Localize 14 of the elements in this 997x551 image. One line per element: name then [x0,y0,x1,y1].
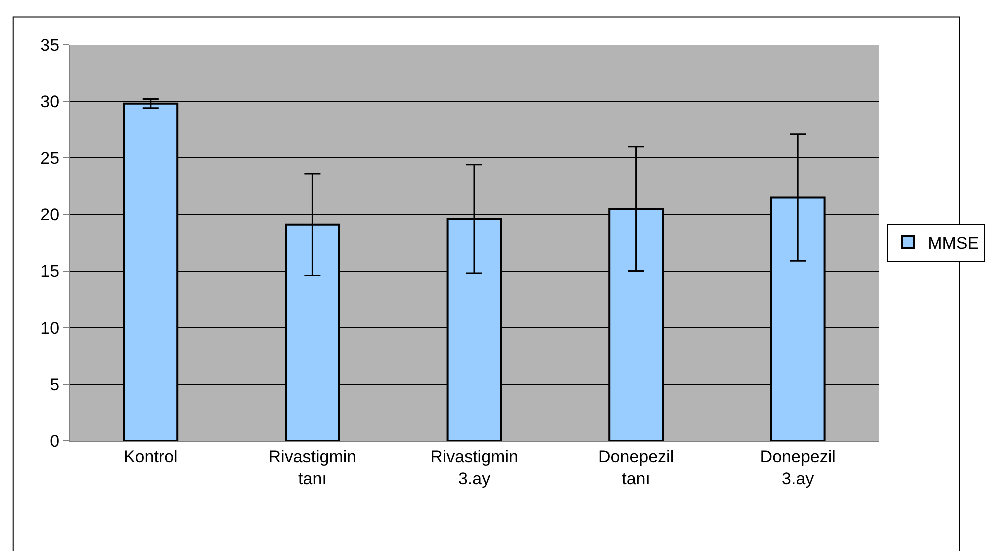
x-tick-label: Kontrol [124,447,178,466]
x-tick-label: Donepezil tanı [598,447,674,488]
y-tick-label: 15 [40,262,60,282]
legend-label: MMSE [928,234,980,254]
x-tick-label: Rivastigmin 3.ay [430,447,518,488]
y-tick-label: 35 [40,36,60,55]
x-tick-label: Donepezil 3.ay [760,447,836,488]
x-tick-label: Rivastigmin tanı [268,447,357,488]
y-tick-label: 20 [40,206,60,225]
y-tick-label: 0 [50,432,60,451]
y-tick-label: 25 [40,149,60,168]
y-tick-label: 5 [50,375,60,394]
y-tick-label: 30 [40,92,60,112]
y-tick-label: 10 [40,318,60,338]
